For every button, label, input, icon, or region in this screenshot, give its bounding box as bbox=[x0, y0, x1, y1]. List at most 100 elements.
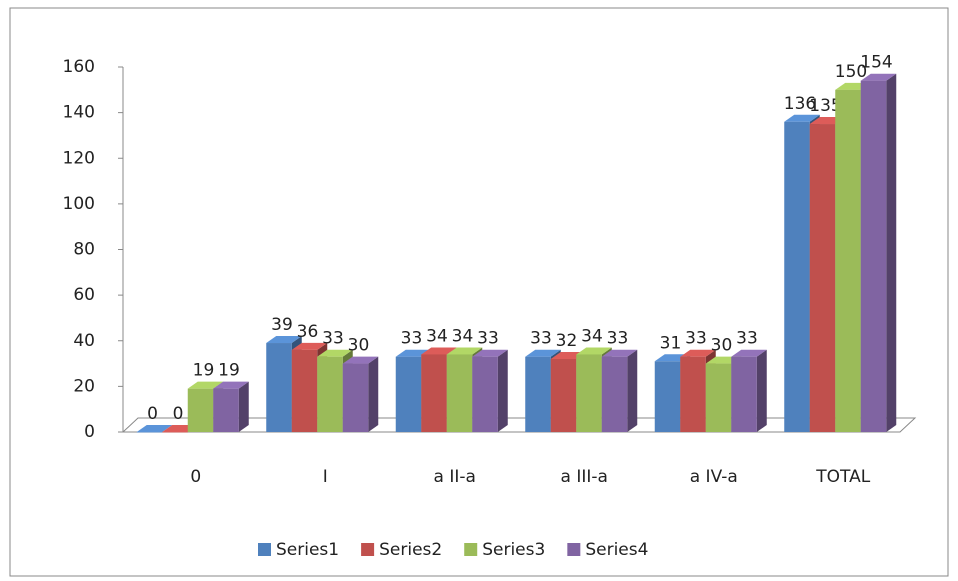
bar-front bbox=[809, 124, 836, 432]
legend-label: Series4 bbox=[585, 540, 648, 560]
data-label: 39 bbox=[271, 315, 293, 335]
bar-top bbox=[576, 347, 612, 355]
data-label: 30 bbox=[348, 336, 370, 356]
data-label: 33 bbox=[736, 329, 758, 349]
data-label: 34 bbox=[426, 326, 448, 346]
y-tick-label: 60 bbox=[73, 285, 95, 305]
bar-front bbox=[550, 359, 577, 432]
bar-front bbox=[601, 356, 628, 432]
bar-front bbox=[576, 354, 602, 432]
bar-front bbox=[525, 356, 551, 432]
bar-front bbox=[395, 356, 422, 432]
bar-top bbox=[731, 349, 767, 357]
bar-front bbox=[654, 361, 681, 432]
data-label: 34 bbox=[581, 326, 603, 346]
data-label: 32 bbox=[556, 331, 578, 351]
bar bbox=[342, 356, 379, 432]
bar-top bbox=[860, 73, 897, 81]
y-tick-label: 120 bbox=[63, 148, 95, 168]
bar-front bbox=[342, 363, 369, 432]
bar-front bbox=[680, 356, 706, 432]
legend-swatch bbox=[464, 543, 478, 556]
bar-front bbox=[187, 388, 214, 432]
data-label: 31 bbox=[660, 333, 682, 353]
bar-top bbox=[266, 336, 302, 344]
bar-top bbox=[136, 425, 173, 432]
data-label: 150 bbox=[835, 62, 867, 82]
bar-front bbox=[472, 356, 498, 432]
bar-front bbox=[317, 356, 343, 432]
data-label: 19 bbox=[218, 361, 240, 381]
legend-swatch bbox=[361, 543, 375, 556]
bar-top bbox=[446, 347, 483, 355]
bar-front bbox=[784, 121, 810, 432]
bar-side bbox=[756, 349, 767, 432]
legend-swatch bbox=[258, 543, 271, 556]
bar-top bbox=[317, 349, 353, 357]
bar-top bbox=[601, 349, 638, 357]
data-label: 34 bbox=[452, 326, 474, 346]
bar bbox=[472, 349, 508, 432]
bar bbox=[136, 425, 173, 433]
data-label: 135 bbox=[809, 96, 841, 116]
data-label: 136 bbox=[784, 94, 816, 114]
data-label: 33 bbox=[477, 329, 499, 349]
bar-top bbox=[784, 114, 820, 122]
bar-top bbox=[187, 381, 224, 389]
bar-front bbox=[213, 388, 239, 432]
data-label: 33 bbox=[607, 329, 629, 349]
bar-front bbox=[705, 363, 732, 432]
legend-label: Series3 bbox=[482, 540, 545, 560]
legend-label: Series1 bbox=[276, 540, 339, 560]
data-label: 33 bbox=[401, 329, 423, 349]
y-tick-label: 160 bbox=[63, 57, 95, 77]
legend-label: Series2 bbox=[379, 540, 442, 560]
y-tick-label: 140 bbox=[63, 103, 95, 123]
data-label: 0 bbox=[173, 404, 184, 424]
bar bbox=[601, 349, 638, 432]
x-tick-label: a IV-a bbox=[690, 467, 738, 487]
bar bbox=[860, 73, 897, 432]
bar-top bbox=[525, 349, 561, 357]
y-tick-label: 80 bbox=[73, 240, 95, 260]
bar-front bbox=[860, 80, 887, 432]
bar-top bbox=[213, 381, 249, 389]
legend-swatch bbox=[567, 543, 581, 556]
y-tick-label: 40 bbox=[73, 331, 95, 351]
bar-front bbox=[266, 343, 292, 432]
bar bbox=[213, 381, 249, 432]
bar-front bbox=[136, 432, 163, 433]
bar-side bbox=[497, 349, 508, 432]
y-tick-label: 100 bbox=[63, 194, 95, 214]
bar bbox=[731, 349, 767, 432]
data-label: 33 bbox=[322, 329, 344, 349]
data-label: 0 bbox=[147, 404, 158, 424]
data-label: 33 bbox=[530, 329, 552, 349]
x-tick-label: a II-a bbox=[434, 467, 476, 487]
bar-side bbox=[368, 356, 379, 432]
bar-front bbox=[835, 89, 861, 432]
x-tick-label: I bbox=[323, 467, 328, 487]
bar-top bbox=[342, 356, 379, 364]
bar-top bbox=[472, 349, 508, 357]
data-label: 30 bbox=[711, 336, 733, 356]
x-tick-label: TOTAL bbox=[815, 467, 870, 487]
bar-top bbox=[291, 342, 328, 350]
bar-front bbox=[162, 432, 188, 433]
data-label: 154 bbox=[860, 53, 892, 73]
bar-front bbox=[731, 356, 757, 432]
data-label: 36 bbox=[297, 322, 319, 342]
data-label: 19 bbox=[193, 361, 215, 381]
x-tick-label: 0 bbox=[190, 467, 201, 487]
bar-side bbox=[627, 349, 638, 432]
bar-top bbox=[680, 349, 716, 357]
bar-front bbox=[446, 354, 473, 432]
y-tick-label: 0 bbox=[84, 422, 95, 442]
bar-front bbox=[421, 354, 447, 432]
bar-front bbox=[291, 349, 318, 432]
bar-side bbox=[238, 381, 249, 432]
data-label: 33 bbox=[685, 329, 707, 349]
x-tick-label: a III-a bbox=[561, 467, 608, 487]
bar-top bbox=[421, 347, 457, 355]
